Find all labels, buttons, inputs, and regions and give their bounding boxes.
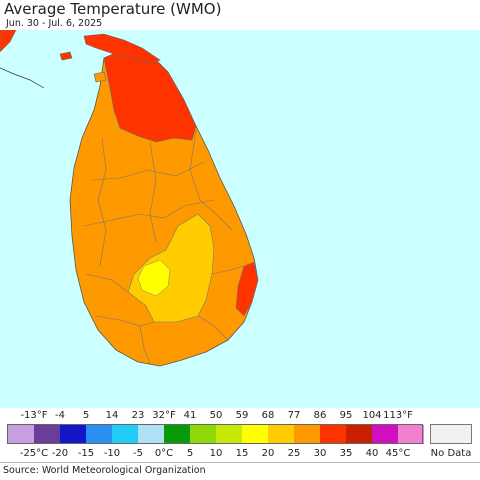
map-subtitle: Jun. 30 - Jul. 6, 2025: [6, 18, 103, 29]
fahrenheit-tick-label: 50: [209, 410, 223, 421]
fahrenheit-tick-label: 77: [287, 410, 301, 421]
legend-swatch: [372, 425, 398, 444]
footer-divider: [0, 462, 480, 463]
legend-swatch: [216, 425, 242, 444]
celsius-tick-label: 20: [261, 448, 275, 459]
celsius-tick-label: 40: [365, 448, 379, 459]
celsius-tick-label: -10: [103, 448, 121, 459]
celsius-tick-label: -20: [51, 448, 69, 459]
map-svg: [0, 30, 259, 367]
legend-swatch: [164, 425, 190, 444]
celsius-tick-label: -25°C: [19, 448, 49, 459]
legend-swatch: [242, 425, 268, 444]
celsius-tick-label: 30: [313, 448, 327, 459]
fahrenheit-tick-label: -13°F: [20, 410, 48, 421]
legend-swatch: [34, 425, 60, 444]
celsius-tick-label: 10: [209, 448, 223, 459]
fahrenheit-tick-label: 32°F: [152, 410, 176, 421]
legend-swatch: [8, 425, 34, 444]
legend-swatch: [398, 425, 424, 444]
fahrenheit-tick-label: 59: [235, 410, 249, 421]
hill-country-region: [127, 213, 215, 323]
fahrenheit-tick-label: -4: [55, 410, 65, 421]
legend-swatch: [268, 425, 294, 444]
legend-swatch: [86, 425, 112, 444]
celsius-tick-label: -5: [133, 448, 143, 459]
celsius-tick-label: -15: [77, 448, 95, 459]
legend-swatch: [112, 425, 138, 444]
jaffna-peninsula-region: [83, 33, 161, 65]
celsius-tick-label: 15: [235, 448, 249, 459]
mannar-fragment: [93, 71, 107, 83]
legend-swatch: [60, 425, 86, 444]
source-credit: Source: World Meteorological Organizatio…: [3, 465, 206, 476]
fahrenheit-tick-label: 86: [313, 410, 327, 421]
celsius-tick-label: 0°C: [154, 448, 174, 459]
legend-swatch: [190, 425, 216, 444]
fahrenheit-tick-label: 95: [339, 410, 353, 421]
east-coast-hot-patch: [235, 261, 259, 317]
legend-swatch: [294, 425, 320, 444]
fahrenheit-tick-label: 14: [105, 410, 119, 421]
india-coast-line: [0, 67, 45, 89]
celsius-tick-label: 5: [186, 448, 194, 459]
fahrenheit-tick-label: 23: [131, 410, 145, 421]
no-data-swatch: [430, 424, 472, 444]
no-data-label: No Data: [430, 448, 472, 459]
legend-swatch: [346, 425, 372, 444]
fahrenheit-tick-label: 104: [362, 410, 382, 421]
legend-swatch: [320, 425, 346, 444]
fahrenheit-tick-label: 5: [82, 410, 90, 421]
fahrenheit-tick-label: 68: [261, 410, 275, 421]
district-boundaries: [83, 129, 245, 365]
highland-peak-region: [137, 259, 171, 297]
india-tip-region: [0, 30, 17, 53]
celsius-tick-label: 45°C: [385, 448, 411, 459]
celsius-tick-label: 25: [287, 448, 301, 459]
temperature-map: [0, 30, 480, 408]
fahrenheit-tick-label: 113°F: [383, 410, 413, 421]
legend-swatch: [138, 425, 164, 444]
color-legend: -13°F -4 5 14 23 32°F 41 50 59 68 77 86 95 104 113°F -…: [0, 408, 480, 464]
map-title: Average Temperature (WMO): [4, 0, 222, 18]
island-fragment: [59, 51, 73, 61]
celsius-tick-label: 35: [339, 448, 353, 459]
fahrenheit-tick-label: 41: [183, 410, 197, 421]
